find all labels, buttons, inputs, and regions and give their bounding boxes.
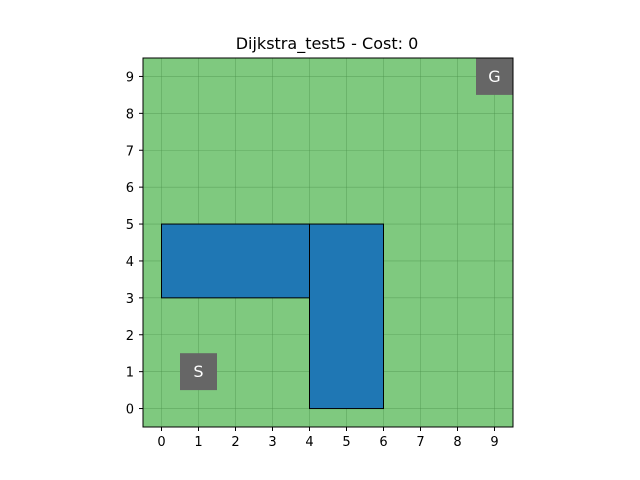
x-tick-label: 8 <box>453 435 461 450</box>
x-tick-label: 4 <box>305 435 313 450</box>
obstacle-horizontal <box>161 223 310 299</box>
axes-frame <box>142 57 514 428</box>
x-tick-label: 3 <box>268 435 276 450</box>
x-tick-label: 0 <box>157 435 165 450</box>
obstacle-vertical <box>309 223 384 410</box>
y-tick-label: 6 <box>126 181 134 196</box>
y-tick-label: 2 <box>126 329 134 344</box>
y-tick-label: 7 <box>126 144 134 159</box>
y-tick-label: 0 <box>126 403 134 418</box>
y-tick-label: 9 <box>126 70 134 85</box>
goal-label: G <box>488 67 500 86</box>
x-tick-label: 1 <box>194 435 202 450</box>
obstacles <box>161 223 384 410</box>
goal-cell <box>476 58 513 95</box>
x-tick-label: 2 <box>231 435 239 450</box>
y-tick-label: 3 <box>126 292 134 307</box>
x-tick-label: 9 <box>490 435 498 450</box>
y-axis: 0 1 2 3 4 5 6 7 8 9 <box>126 70 143 418</box>
y-tick-label: 5 <box>126 218 134 233</box>
markers: S G <box>180 58 513 391</box>
start-label: S <box>193 362 203 381</box>
plot-title: Dijkstra_test5 - Cost: 0 <box>236 34 419 54</box>
y-tick-label: 8 <box>126 107 134 122</box>
x-tick-label: 5 <box>342 435 350 450</box>
y-tick-label: 1 <box>126 366 134 381</box>
x-tick-label: 7 <box>416 435 424 450</box>
x-axis: 0 1 2 3 4 5 6 7 8 9 <box>157 427 499 450</box>
start-cell <box>180 353 217 391</box>
x-tick-label: 6 <box>379 435 387 450</box>
y-tick-label: 4 <box>126 255 134 270</box>
